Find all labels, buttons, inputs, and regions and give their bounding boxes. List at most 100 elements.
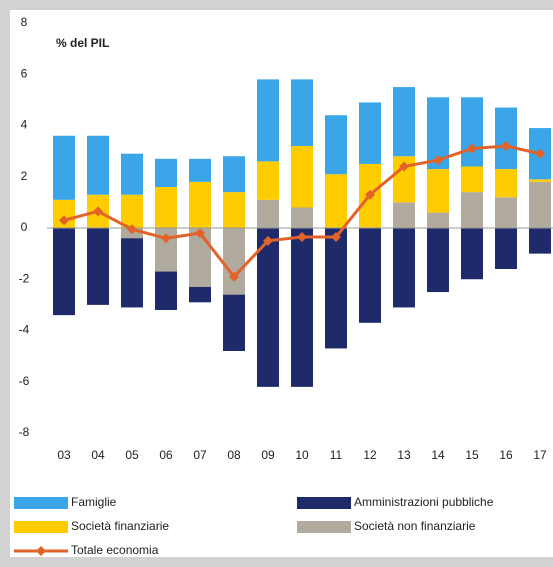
y-tick-label: 6 — [21, 66, 28, 80]
y-tick-label: 2 — [21, 169, 28, 183]
line-marker — [331, 231, 341, 242]
bar-segment — [291, 228, 313, 387]
x-tick-label: 17 — [533, 448, 547, 462]
x-tick-label: 16 — [499, 448, 513, 462]
line-marker — [59, 215, 69, 226]
bar-segment — [427, 212, 449, 228]
bar-segment — [461, 166, 483, 193]
bar-segment — [121, 194, 143, 228]
bar-segment — [155, 271, 177, 310]
bar-segment — [427, 97, 449, 170]
x-tick-label: 14 — [431, 448, 445, 462]
x-tick-label: 13 — [397, 448, 411, 462]
legend-swatch — [36, 546, 46, 556]
y-tick-label: -4 — [19, 323, 30, 337]
bar-segment — [223, 192, 245, 228]
bar-segment — [291, 146, 313, 208]
line-marker — [501, 141, 511, 151]
line-marker — [535, 148, 545, 159]
x-tick-label: 10 — [295, 448, 309, 462]
legend-swatch — [297, 521, 351, 533]
bar-segment — [291, 79, 313, 146]
legend-swatch — [297, 497, 351, 509]
line-marker — [161, 233, 171, 244]
line-marker — [93, 206, 103, 217]
bar-segment — [223, 156, 245, 193]
x-tick-label: 03 — [57, 448, 71, 462]
chart-subtitle: % del PIL — [56, 36, 109, 50]
bar-segment — [393, 228, 415, 308]
legend-swatch — [14, 497, 68, 509]
legend-swatch — [14, 521, 68, 533]
line-marker — [195, 228, 205, 239]
bar-segment — [461, 97, 483, 167]
legend-label: Famiglie — [71, 495, 117, 509]
bar-segment — [427, 169, 449, 213]
x-tick-label: 08 — [227, 448, 241, 462]
bar-segment — [359, 228, 381, 323]
line-marker — [229, 271, 239, 282]
bar-segment — [87, 135, 109, 195]
line-marker — [365, 189, 375, 200]
bar-segment — [291, 207, 313, 228]
bar-segment — [53, 135, 75, 200]
bar-segment — [189, 158, 211, 182]
bar-segment — [257, 199, 279, 228]
x-tick-label: 04 — [91, 448, 105, 462]
bar-segment — [257, 79, 279, 162]
legend-label: Totale economia — [71, 543, 159, 557]
bar-segment — [87, 228, 109, 305]
bar-segment — [393, 202, 415, 228]
bar-segment — [529, 179, 551, 182]
bar-segment — [53, 228, 75, 316]
bar-segment — [257, 161, 279, 200]
bar-segment — [189, 228, 211, 287]
bar-segment — [155, 187, 177, 228]
line-marker — [263, 235, 273, 246]
x-tick-label: 12 — [363, 448, 377, 462]
bar-segment — [359, 102, 381, 164]
bar-segment — [495, 228, 517, 269]
x-tick-label: 06 — [159, 448, 173, 462]
bar-segment — [529, 228, 551, 254]
y-tick-label: -2 — [19, 271, 30, 285]
x-tick-label: 15 — [465, 448, 479, 462]
bar-segment — [155, 158, 177, 187]
line-marker — [127, 224, 137, 235]
bar-segment — [461, 192, 483, 228]
x-tick-label: 11 — [330, 448, 343, 462]
bar-segment — [495, 197, 517, 228]
line-marker — [297, 231, 307, 242]
legend-label: Società finanziarie — [71, 519, 169, 533]
legend-label: Amministrazioni pubbliche — [354, 495, 494, 509]
line-marker — [467, 143, 477, 154]
bar-segment — [53, 199, 75, 228]
bar-segment — [461, 228, 483, 280]
bar-segment — [393, 156, 415, 203]
bar-segment — [189, 286, 211, 303]
bar-segment — [223, 294, 245, 351]
y-tick-label: 4 — [21, 118, 28, 132]
x-tick-label: 07 — [193, 448, 207, 462]
line-marker — [433, 155, 443, 166]
bar-segment — [325, 228, 347, 349]
bar-segment — [529, 181, 551, 228]
bar-segment — [427, 228, 449, 293]
bar-segment — [121, 238, 143, 308]
bar-segment — [223, 228, 245, 295]
bar-segment — [257, 228, 279, 387]
bar-segment — [121, 153, 143, 195]
bar-segment — [325, 174, 347, 228]
legend-label: Società non finanziarie — [354, 519, 476, 533]
bar-segment — [189, 181, 211, 228]
line-marker — [399, 161, 409, 172]
y-tick-label: 8 — [21, 15, 28, 29]
bar-segment — [495, 107, 517, 170]
bar-segment — [495, 169, 517, 198]
bar-segment — [325, 115, 347, 175]
x-tick-label: 05 — [125, 448, 139, 462]
y-tick-label: -8 — [19, 425, 30, 439]
bar-segment — [393, 87, 415, 157]
y-tick-label: 0 — [21, 220, 28, 234]
